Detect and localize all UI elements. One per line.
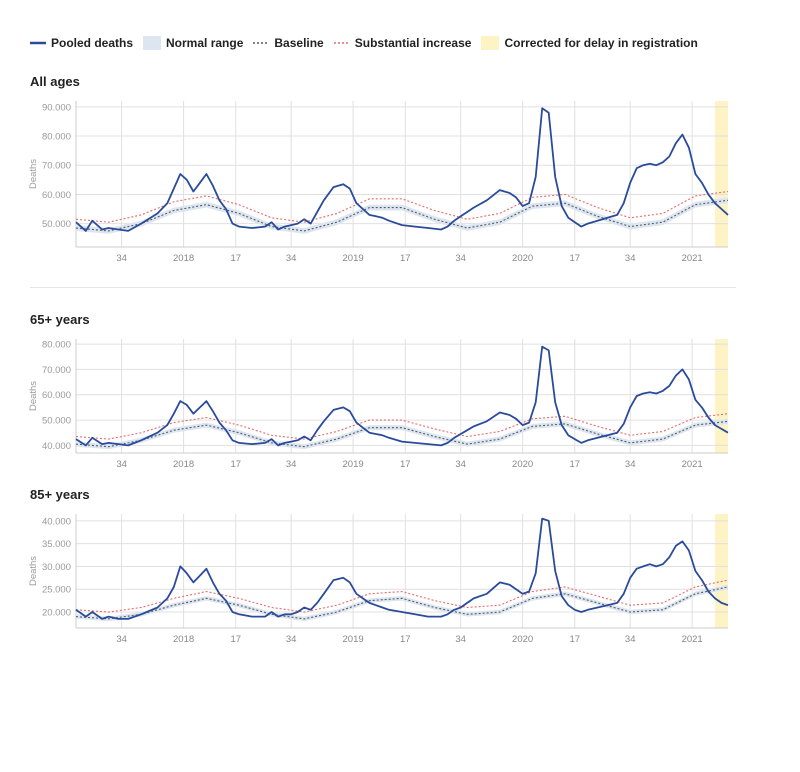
corrected-band — [714, 101, 728, 247]
x-tick-label: 17 — [569, 253, 580, 264]
chart-85-plus: 20.000 25.000 30.000 35.000 40.000 34 2018 17 34… — [28, 514, 729, 645]
substantial-increase-line — [75, 579, 729, 613]
panel-title-all-ages: All ages — [30, 74, 80, 89]
x-tick-label: 17 — [569, 459, 580, 470]
x-tick-label: 17 — [569, 634, 580, 645]
panel-divider — [30, 287, 736, 288]
x-tick-label: 17 — [230, 459, 241, 470]
x-tick-label: 34 — [286, 634, 297, 645]
pooled-deaths-line — [75, 517, 729, 620]
legend-normal: Normal range — [143, 36, 243, 50]
x-tick-label: 2018 — [173, 634, 194, 645]
corrected-band — [714, 514, 728, 628]
y-tick-label: 50.000 — [42, 416, 71, 427]
baseline-dotted-icon — [253, 42, 270, 44]
y-tick-label: 70.000 — [42, 365, 71, 376]
x-tick-label: 2020 — [512, 253, 533, 264]
y-tick-label: 30.000 — [42, 562, 71, 573]
legend-substantial-label: Substantial increase — [354, 36, 472, 50]
corrected-band — [714, 339, 728, 453]
x-tick-label: 34 — [286, 253, 297, 264]
x-tick-label: 2020 — [512, 459, 533, 470]
normal-range-band — [76, 197, 728, 234]
y-tick-label: 80.000 — [42, 132, 71, 143]
panel-title-65-plus: 65+ years — [30, 312, 90, 327]
y-tick-label: 25.000 — [42, 585, 71, 596]
chart-all-ages: 50.000 60.000 70.000 80.000 90.000 34 2018 17 34… — [28, 101, 729, 264]
x-tick-label: 17 — [230, 253, 241, 264]
x-tick-label: 34 — [625, 459, 636, 470]
x-tick-label: 34 — [116, 459, 127, 470]
x-tick-label: 34 — [116, 253, 127, 264]
normal-range-icon — [143, 36, 162, 50]
y-tick-label: 90.000 — [42, 102, 71, 113]
x-tick-label: 34 — [455, 253, 466, 264]
y-tick-label: 70.000 — [42, 161, 71, 172]
x-tick-label: 2018 — [173, 459, 194, 470]
x-tick-label: 2020 — [512, 634, 533, 645]
panel-title-85-plus: 85+ years — [30, 487, 90, 502]
y-tick-label: 20.000 — [42, 608, 71, 619]
legend-corrected-label: Corrected for delay in registration — [504, 36, 698, 50]
x-tick-label: 34 — [116, 634, 127, 645]
chart-65-plus: 40.000 50.000 60.000 70.000 80.000 34 2018 17 34… — [28, 339, 729, 470]
y-tick-label: 80.000 — [42, 340, 71, 351]
y-axis-label: Deaths — [28, 159, 39, 189]
legend-baseline: Baseline — [253, 36, 324, 50]
x-tick-label: 2019 — [343, 459, 364, 470]
x-tick-label: 2021 — [682, 634, 703, 645]
y-tick-label: 40.000 — [42, 516, 71, 527]
legend: Pooled deaths Normal range Baseline Subs… — [30, 33, 708, 53]
x-tick-label: 17 — [400, 634, 411, 645]
y-axis-label: Deaths — [28, 556, 39, 586]
baseline-line — [75, 199, 729, 232]
pooled-deaths-line — [75, 345, 729, 447]
x-tick-label: 2018 — [173, 253, 194, 264]
normal-range-band — [76, 418, 728, 450]
x-tick-label: 34 — [286, 459, 297, 470]
legend-baseline-label: Baseline — [274, 36, 324, 50]
x-tick-label: 17 — [400, 253, 411, 264]
y-tick-label: 50.000 — [42, 219, 71, 230]
y-tick-label: 60.000 — [42, 390, 71, 401]
legend-corrected: Corrected for delay in registration — [481, 36, 698, 50]
x-tick-label: 2019 — [343, 253, 364, 264]
x-tick-label: 34 — [625, 634, 636, 645]
y-tick-label: 35.000 — [42, 539, 71, 550]
x-tick-label: 34 — [455, 459, 466, 470]
corrected-range-icon — [481, 36, 500, 50]
pooled-deaths-line — [75, 107, 729, 232]
substantial-increase-line — [75, 190, 729, 223]
baseline-line — [75, 586, 729, 620]
x-tick-label: 17 — [400, 459, 411, 470]
x-tick-label: 2019 — [343, 634, 364, 645]
legend-substantial: Substantial increase — [333, 36, 472, 50]
y-tick-label: 60.000 — [42, 190, 71, 201]
legend-pooled-label: Pooled deaths — [51, 36, 134, 50]
x-tick-label: 34 — [455, 634, 466, 645]
x-tick-label: 2021 — [682, 253, 703, 264]
x-tick-label: 34 — [625, 253, 636, 264]
legend-pooled: Pooled deaths — [30, 36, 133, 50]
pooled-line-icon — [30, 41, 46, 45]
y-axis-label: Deaths — [28, 381, 39, 411]
x-tick-label: 2021 — [682, 459, 703, 470]
x-tick-label: 17 — [230, 634, 241, 645]
legend-normal-label: Normal range — [166, 36, 244, 50]
substantial-dotted-icon — [333, 42, 350, 44]
y-tick-label: 40.000 — [42, 441, 71, 452]
